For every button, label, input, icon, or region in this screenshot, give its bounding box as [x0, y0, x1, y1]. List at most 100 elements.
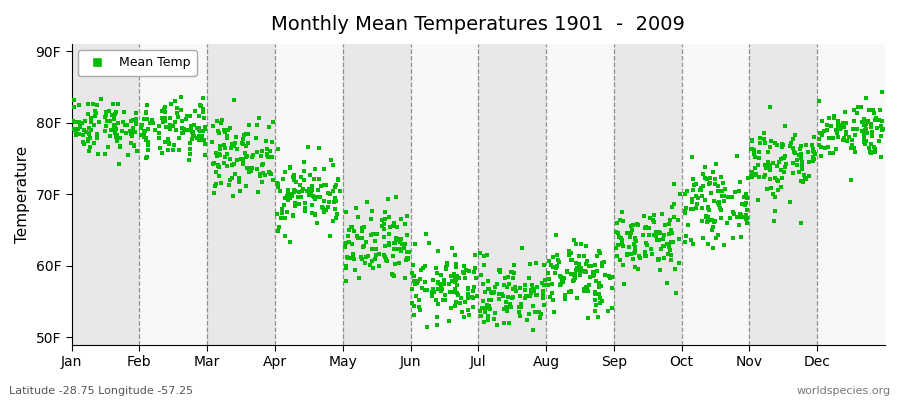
Point: [806, 155, 820, 161]
Point: [771, 159, 786, 166]
Point: [497, 282, 511, 288]
Point: [400, 248, 414, 255]
Point: [595, 297, 609, 304]
Point: [232, 188, 247, 194]
Point: [321, 204, 336, 210]
Point: [679, 233, 693, 239]
Point: [286, 212, 301, 218]
Point: [305, 202, 320, 208]
Point: [76, 120, 90, 126]
Point: [590, 268, 605, 274]
Point: [876, 126, 890, 132]
Point: [262, 168, 276, 175]
Point: [213, 143, 228, 149]
Point: [435, 287, 449, 294]
Point: [563, 288, 578, 294]
Point: [405, 286, 419, 292]
Point: [798, 175, 813, 182]
Point: [449, 260, 464, 267]
Point: [309, 194, 323, 200]
Point: [580, 258, 594, 264]
Point: [292, 201, 306, 207]
Point: [744, 146, 759, 152]
Point: [868, 146, 882, 152]
Point: [660, 280, 674, 286]
Point: [795, 159, 809, 166]
Point: [410, 280, 424, 286]
Point: [326, 188, 340, 194]
Point: [774, 184, 788, 190]
Point: [212, 130, 226, 136]
Point: [592, 295, 607, 301]
Point: [741, 174, 755, 181]
Point: [710, 232, 724, 238]
Point: [81, 111, 95, 118]
Point: [454, 309, 469, 316]
Point: [740, 220, 754, 226]
Point: [651, 236, 665, 243]
Point: [543, 294, 557, 300]
Point: [124, 133, 139, 139]
Point: [271, 228, 285, 235]
Point: [833, 122, 848, 128]
Point: [317, 198, 331, 204]
Point: [392, 259, 406, 266]
Point: [341, 233, 356, 239]
Point: [770, 176, 784, 183]
Point: [90, 134, 104, 141]
Point: [536, 280, 550, 286]
Text: worldspecies.org: worldspecies.org: [796, 386, 891, 396]
Point: [479, 305, 493, 312]
Point: [528, 308, 543, 315]
Point: [640, 242, 654, 248]
Point: [340, 254, 355, 260]
Point: [637, 213, 652, 219]
Point: [238, 143, 253, 149]
Point: [569, 241, 583, 247]
Point: [733, 213, 747, 220]
Point: [140, 116, 155, 122]
Point: [591, 284, 606, 290]
Point: [662, 247, 677, 254]
Point: [139, 155, 153, 162]
Point: [304, 186, 319, 193]
Point: [857, 119, 871, 125]
Point: [382, 231, 396, 238]
Point: [195, 128, 210, 134]
Point: [805, 142, 819, 148]
Point: [647, 219, 662, 226]
Bar: [72, 44, 140, 344]
Point: [281, 197, 295, 204]
Point: [466, 288, 481, 294]
Point: [256, 161, 270, 167]
Point: [706, 198, 721, 204]
Point: [646, 212, 661, 219]
Point: [492, 266, 507, 273]
Point: [196, 115, 211, 122]
Point: [574, 264, 589, 271]
Point: [701, 181, 716, 187]
Point: [317, 182, 331, 188]
Point: [812, 142, 826, 148]
Point: [518, 295, 532, 301]
Point: [452, 275, 466, 281]
Point: [141, 141, 156, 148]
Point: [866, 106, 880, 113]
Point: [107, 116, 122, 122]
Point: [224, 175, 238, 182]
Point: [868, 149, 882, 156]
Point: [395, 241, 410, 247]
Point: [814, 118, 829, 125]
Point: [213, 180, 228, 186]
Point: [638, 253, 652, 259]
Point: [686, 206, 700, 212]
Point: [445, 278, 459, 284]
Point: [686, 175, 700, 182]
Point: [806, 146, 820, 152]
Point: [652, 237, 666, 244]
Point: [469, 275, 483, 281]
Point: [323, 232, 338, 239]
Point: [68, 126, 83, 133]
Point: [211, 163, 225, 170]
Point: [300, 188, 314, 195]
